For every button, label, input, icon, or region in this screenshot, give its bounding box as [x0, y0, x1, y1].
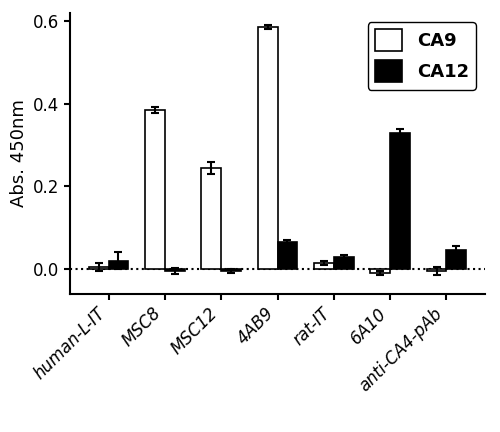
Legend: CA9, CA12: CA9, CA12 — [368, 22, 476, 89]
Bar — [390, 133, 410, 269]
Bar — [314, 263, 334, 269]
Bar — [278, 242, 297, 269]
Bar — [426, 269, 446, 271]
Bar — [370, 269, 390, 273]
Y-axis label: Abs. 450nm: Abs. 450nm — [10, 99, 28, 207]
Bar — [202, 168, 221, 269]
Bar — [108, 261, 128, 269]
Bar — [446, 251, 466, 269]
Bar — [165, 269, 184, 271]
Bar — [145, 110, 165, 269]
Bar — [89, 267, 108, 269]
Bar — [258, 27, 278, 269]
Bar — [334, 257, 353, 269]
Bar — [221, 269, 241, 271]
